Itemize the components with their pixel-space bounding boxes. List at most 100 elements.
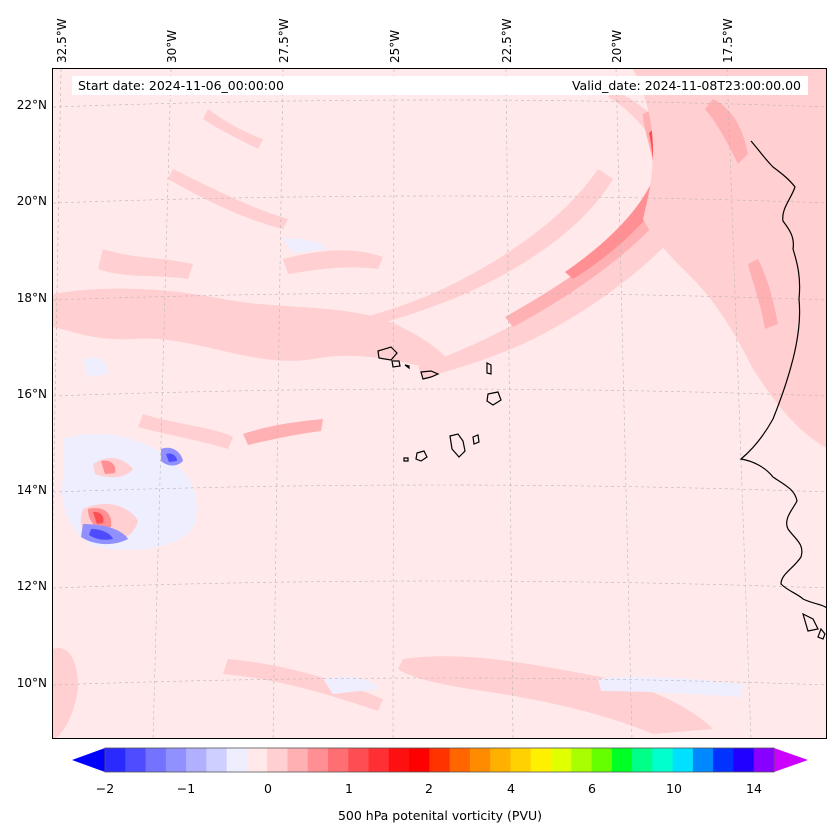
colorbar-cell	[105, 748, 126, 772]
pv-contour	[138, 414, 233, 449]
colorbar-cell	[652, 748, 674, 772]
colorbar-cell	[165, 748, 187, 772]
colorbar-cell	[551, 748, 572, 772]
colorbar-cell	[186, 748, 207, 772]
cbar-tick-label: 0	[264, 781, 272, 796]
cbar-tick-label: 6	[588, 781, 596, 796]
grid-line-lon	[505, 69, 514, 738]
colorbar-label: 500 hPa potenital vorticity (PVU)	[337, 808, 543, 823]
colorbar-extend-left	[72, 748, 105, 772]
colorbar-cell	[368, 748, 390, 772]
colorbar-cell	[571, 748, 593, 772]
pv-contour	[203, 109, 263, 149]
lat-label-22n: 22°N	[16, 98, 47, 112]
lon-label-22-5w: 22.5°W	[500, 18, 514, 63]
date-banner	[72, 76, 808, 95]
colorbar-cell	[490, 748, 511, 772]
pv-streamer	[349, 169, 613, 331]
colorbar-cells	[105, 748, 775, 772]
pv-contour	[53, 648, 78, 738]
lat-label-14n: 14°N	[16, 483, 47, 497]
pv-contour	[98, 249, 193, 279]
colorbar-cell	[632, 748, 653, 772]
colorbar-cell	[145, 748, 167, 772]
cbar-tick-label: −2	[95, 781, 115, 796]
grid-line-lat	[53, 677, 826, 686]
colorbar-cell	[611, 748, 633, 772]
grid-line-lat	[53, 388, 826, 397]
cbar-tick-label: 10	[666, 781, 682, 796]
colorbar-cell	[510, 748, 532, 772]
colorbar-cell	[753, 748, 775, 772]
island-santa-luzia	[404, 364, 410, 370]
lat-label-20n: 20°N	[16, 194, 47, 208]
colorbar-cell	[713, 748, 734, 772]
pv-contour	[89, 529, 113, 540]
colorbar-cell	[388, 748, 410, 772]
grid-line-lat	[53, 292, 826, 301]
island-boa-vista	[486, 391, 502, 406]
pv-contour	[83, 357, 108, 377]
colorbar-cell	[206, 748, 228, 772]
colorbar-cell	[328, 748, 349, 772]
island-santo-antao	[377, 346, 398, 361]
island-sao-nicolau	[420, 370, 440, 380]
pv-contour	[93, 511, 104, 524]
cbar-tick-label: 14	[746, 781, 762, 796]
pv-contour	[168, 169, 288, 229]
grid-line-lon	[392, 69, 395, 738]
colorbar-cell	[267, 748, 288, 772]
pv-field-map	[53, 69, 826, 738]
colorbar-cell	[246, 748, 268, 772]
grid-line-lat	[53, 99, 826, 108]
valid-date-text: Valid_date: 2024-11-08T23:00:00.00	[571, 78, 801, 93]
pv-contour	[101, 460, 116, 474]
grid-line-lat	[53, 580, 826, 589]
lat-label-16n: 16°N	[16, 387, 47, 401]
colorbar-cell	[409, 748, 430, 772]
colorbar-cell	[287, 748, 309, 772]
island-santiago	[449, 433, 466, 458]
cbar-tick-label: 1	[345, 781, 353, 796]
pv-contour	[283, 250, 383, 274]
map-panel[interactable]	[52, 68, 827, 739]
colorbar-extend-right	[774, 748, 808, 772]
lon-label-25w: 25°W	[388, 29, 402, 63]
island-brava	[403, 457, 409, 462]
colorbar-cell	[591, 748, 613, 772]
pv-contour	[166, 453, 177, 462]
pv-contour	[323, 677, 378, 694]
bijagos-islands	[802, 612, 826, 640]
colorbar-cell	[733, 748, 755, 772]
lat-label-18n: 18°N	[16, 291, 47, 305]
pv-streamer	[418, 89, 708, 379]
pv-contour	[223, 659, 383, 711]
colorbar-cell	[530, 748, 552, 772]
grid-line-lon	[726, 69, 752, 738]
lon-label-20w: 20°W	[610, 29, 624, 63]
cbar-tick-label: −1	[176, 781, 196, 796]
colorbar-cell	[692, 748, 714, 772]
graticule	[53, 69, 826, 738]
island-sao-vicente	[391, 360, 401, 368]
pv-contour	[53, 288, 448, 369]
island-maio	[472, 434, 480, 445]
lon-label-17-5w: 17.5°W	[721, 18, 735, 63]
lon-label-27-5w: 27.5°W	[277, 18, 291, 63]
colorbar-cell	[307, 748, 329, 772]
coastlines	[377, 140, 826, 640]
colorbar-cell	[429, 748, 451, 772]
grid-line-lon	[272, 69, 284, 738]
pv-contour	[283, 238, 328, 253]
pv-contour	[748, 259, 778, 329]
grid-line-lat	[53, 195, 826, 204]
grid-line-lat	[53, 484, 826, 493]
lon-label-30w: 30°W	[165, 29, 179, 63]
colorbar-cell	[226, 748, 248, 772]
lat-label-10n: 10°N	[16, 676, 47, 690]
colorbar-cell	[125, 748, 147, 772]
island-fogo	[415, 450, 428, 462]
island-sal	[486, 362, 492, 375]
pv-contours	[53, 69, 826, 738]
grid-line-lon	[615, 69, 633, 738]
